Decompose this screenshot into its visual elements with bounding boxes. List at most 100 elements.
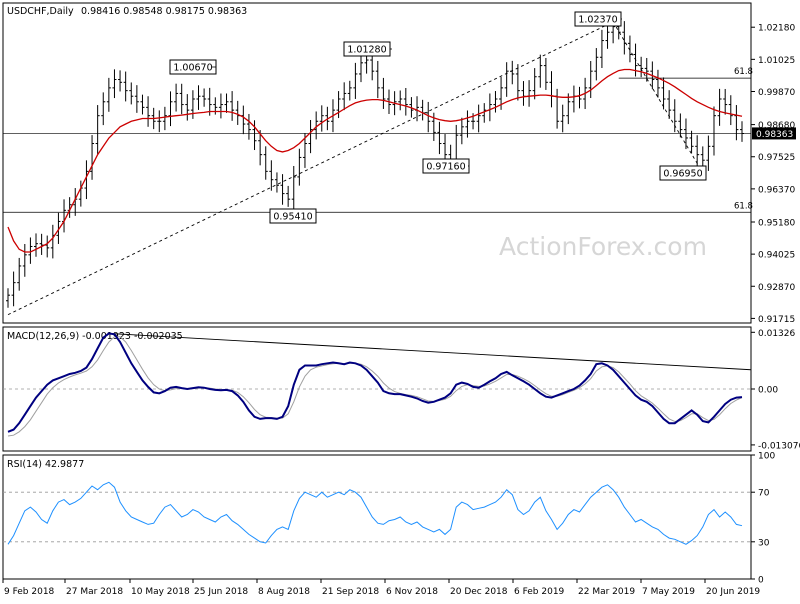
fib-level-label: 61.8 — [734, 201, 753, 211]
price-annotation: 1.00670 — [169, 59, 217, 75]
current-price-label: 0.98363 — [756, 130, 793, 140]
macd-tick-label: 0.01326 — [758, 329, 795, 339]
price-bar — [162, 106, 167, 131]
price-bar — [678, 113, 683, 138]
price-bar — [706, 135, 711, 171]
price-bar — [34, 233, 39, 257]
price-bar — [269, 160, 274, 191]
annotation-label: 0.95410 — [273, 212, 312, 223]
price-bar — [185, 94, 190, 121]
price-bar — [342, 82, 347, 111]
price-bar — [118, 70, 123, 92]
price-bar — [515, 64, 520, 101]
price-bar — [560, 104, 565, 133]
price-bar — [538, 54, 543, 88]
price-bar — [661, 77, 666, 110]
price-bar — [476, 104, 481, 133]
price-bar — [140, 94, 145, 115]
date-x-axis: 9 Feb 2018 27 Mar 2018 10 May 2018 25 Jun 2… — [2, 579, 760, 597]
price-bar — [594, 48, 599, 81]
price-bar — [291, 165, 296, 211]
price-bar — [134, 85, 139, 113]
price-bar — [336, 91, 341, 119]
rsi-line — [7, 481, 743, 545]
annotation-label: 1.00670 — [173, 63, 212, 74]
price-tick-label: 1.01025 — [758, 56, 795, 66]
price-bar — [123, 71, 128, 102]
price-tick-label: 0.99870 — [758, 88, 795, 98]
price-tick-label: 0.95180 — [758, 218, 795, 228]
price-bar — [224, 93, 229, 113]
price-bar — [319, 105, 324, 132]
price-bar — [314, 111, 319, 140]
price-bar — [465, 110, 470, 138]
macd-tick-label: -0.013076 — [758, 441, 800, 451]
price-bar — [84, 160, 89, 200]
price-bar — [157, 110, 162, 133]
price-annotation: 0.95410 — [269, 208, 317, 224]
price-bar — [644, 57, 649, 82]
price-bar — [17, 257, 22, 291]
price-bar — [403, 88, 408, 116]
price-bar — [106, 77, 111, 112]
date-tick-label: 6 Feb 2019 — [514, 587, 565, 597]
price-tick-label: 0.96370 — [758, 185, 795, 195]
rsi-panel-title: RSI(14) 42.9877 — [7, 459, 84, 470]
price-bar — [723, 88, 728, 115]
macd-signal-line — [7, 336, 743, 437]
price-bar — [274, 172, 279, 193]
ema-line — [7, 68, 743, 253]
price-bar — [437, 121, 442, 155]
date-tick-label: 8 Aug 2018 — [258, 587, 310, 597]
price-bar — [218, 93, 223, 119]
price-tick-label: 0.97525 — [758, 153, 795, 163]
date-tick-label: 10 May 2018 — [131, 587, 190, 597]
watermark: ActionForex.com — [499, 232, 707, 261]
price-tick-label: 0.92870 — [758, 283, 795, 293]
price-panel-frame — [2, 2, 752, 324]
price-annotations: 1.00670 1.01280 1.02370 0.95410 0.97160 0.969… — [169, 11, 707, 224]
price-bar — [179, 83, 184, 115]
price-tick-label: 0.94025 — [758, 251, 795, 261]
price-bar — [532, 68, 537, 100]
price-bar — [28, 237, 33, 264]
price-bar — [381, 77, 386, 109]
price-ema — [7, 68, 743, 253]
price-bar — [258, 130, 263, 166]
price-bar — [286, 185, 291, 207]
price-bar — [129, 82, 134, 105]
price-bar — [672, 99, 677, 133]
annotation-label: 0.96950 — [663, 169, 702, 180]
price-bar — [56, 212, 61, 244]
price-annotation: 0.97160 — [422, 158, 470, 174]
price-bar — [588, 61, 593, 99]
price-bar — [639, 56, 644, 78]
price-bar — [95, 105, 100, 155]
macd-line — [7, 332, 743, 433]
date-tick-label: 22 Mar 2019 — [578, 587, 635, 597]
rsi-panel-frame — [2, 454, 752, 580]
price-bar — [353, 62, 358, 99]
price-bar — [358, 54, 363, 83]
price-annotation: 1.02370 — [574, 11, 622, 27]
price-bar — [717, 88, 722, 126]
price-bar — [22, 244, 27, 277]
current-price-marker: 0.98363 — [752, 127, 796, 140]
date-tick-label: 6 Nov 2018 — [386, 587, 438, 597]
macd-tick-label: 0.00 — [758, 386, 778, 396]
price-bar — [459, 117, 464, 145]
price-bar — [112, 69, 117, 99]
price-bar — [11, 271, 16, 307]
price-bar — [101, 92, 106, 126]
annotation-label: 0.97160 — [426, 162, 465, 173]
price-tick-label: 1.02180 — [758, 24, 795, 34]
rsi-tick-label: 70 — [758, 489, 770, 499]
price-bar — [599, 29, 604, 68]
price-bar — [426, 101, 431, 133]
price-bar — [196, 85, 201, 110]
macd-panel-title: MACD(12,26,9) -0.001923 -0.002035 — [7, 331, 183, 342]
price-bar — [297, 148, 302, 186]
price-bar — [398, 90, 403, 111]
price-bar — [263, 146, 268, 180]
